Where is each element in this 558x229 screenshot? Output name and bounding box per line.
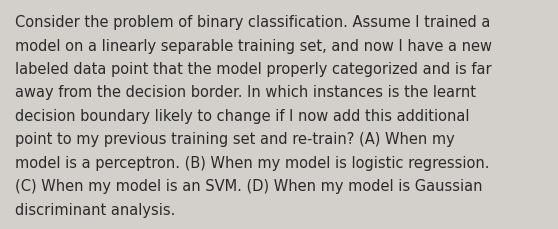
Text: discriminant analysis.: discriminant analysis.: [15, 202, 175, 217]
Text: Consider the problem of binary classification. Assume I trained a: Consider the problem of binary classific…: [15, 15, 490, 30]
Text: model is a perceptron. (B) When my model is logistic regression.: model is a perceptron. (B) When my model…: [15, 155, 489, 170]
Text: point to my previous training set and re-train? (A) When my: point to my previous training set and re…: [15, 132, 455, 147]
Text: (C) When my model is an SVM. (D) When my model is Gaussian: (C) When my model is an SVM. (D) When my…: [15, 179, 483, 194]
Text: model on a linearly separable training set, and now I have a new: model on a linearly separable training s…: [15, 38, 492, 53]
Text: decision boundary likely to change if I now add this additional: decision boundary likely to change if I …: [15, 109, 469, 123]
Text: away from the decision border. In which instances is the learnt: away from the decision border. In which …: [15, 85, 476, 100]
Text: labeled data point that the model properly categorized and is far: labeled data point that the model proper…: [15, 62, 492, 77]
